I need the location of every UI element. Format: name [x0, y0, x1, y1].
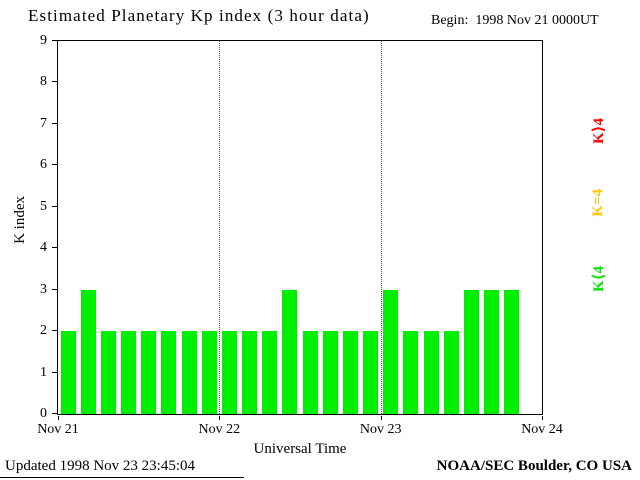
kp-bar [242, 331, 258, 414]
page-title: Estimated Planetary Kp index (3 hour dat… [28, 6, 370, 25]
y-tick-mark [52, 371, 57, 373]
y-axis: 0 1 2 3 4 5 6 7 8 9 [0, 34, 57, 421]
x-tick-mark [219, 416, 221, 420]
begin-timestamp: Begin: 1998 Nov 21 0000UT [431, 13, 599, 28]
kp-bar [262, 331, 278, 414]
kp-bar [80, 289, 96, 414]
y-tick-mark [52, 205, 57, 207]
legend-item-k-gt4: K⟩4 [591, 118, 607, 145]
x-tick-label: Nov 23 [359, 422, 402, 437]
x-tick-mark [58, 416, 59, 420]
kp-bar [60, 331, 76, 414]
kp-bar [423, 331, 439, 414]
kp-bar [121, 331, 137, 414]
plot-area [57, 40, 543, 415]
legend-item-k-lt4: K⟨4 [591, 266, 607, 293]
kp-bar [403, 331, 419, 414]
x-tick-mark [542, 416, 543, 420]
kp-bar [484, 289, 500, 414]
y-tick-label: 6 [40, 157, 47, 173]
kp-bar [383, 289, 399, 414]
y-tick-label: 7 [40, 115, 47, 131]
y-tick-mark [52, 413, 57, 414]
kp-bar [443, 331, 459, 414]
y-tick-mark [52, 330, 57, 332]
y-tick-mark [52, 40, 57, 41]
y-tick-mark [52, 247, 57, 249]
updated-timestamp: Updated 1998 Nov 23 23:45:04 [5, 458, 195, 474]
kp-bar [141, 331, 157, 414]
x-tick-label: Nov 24 [521, 422, 563, 437]
kp-bar [504, 289, 520, 414]
y-tick-mark [52, 122, 57, 124]
kp-bar [322, 331, 338, 414]
legend-item-k-eq4: K=4 [590, 189, 606, 217]
kp-bar [221, 331, 237, 414]
x-tick-label: Nov 22 [198, 422, 241, 437]
y-tick-mark [52, 81, 57, 83]
y-tick-mark [52, 288, 57, 290]
footer-underline [0, 477, 244, 478]
day-gridline [380, 41, 382, 414]
x-axis-title: Universal Time [253, 441, 347, 457]
kp-bar [342, 331, 358, 414]
y-tick-label: 9 [40, 33, 47, 48]
kp-bar [100, 331, 116, 414]
kp-bar [161, 331, 177, 414]
x-tick-mark [380, 416, 382, 420]
kp-bar [201, 331, 217, 414]
y-tick-label: 2 [40, 323, 47, 339]
y-tick-label: 4 [40, 240, 47, 256]
kp-bar [302, 331, 318, 414]
y-tick-mark [52, 164, 57, 166]
y-tick-label: 5 [40, 198, 47, 214]
x-axis: Nov 21 Nov 22 Nov 23 Nov 24 [37, 415, 563, 455]
kp-bar [181, 331, 197, 414]
source-credit: NOAA/SEC Boulder, CO USA [436, 458, 632, 474]
y-tick-label: 8 [40, 74, 47, 90]
x-tick-label: Nov 21 [37, 422, 79, 437]
kp-bar [282, 289, 298, 414]
y-tick-label: 3 [40, 281, 47, 297]
kp-bar [363, 331, 379, 414]
day-gridline [219, 41, 221, 414]
y-tick-label: 1 [40, 364, 47, 380]
y-tick-label: 0 [40, 406, 47, 421]
kp-bar [463, 289, 479, 414]
